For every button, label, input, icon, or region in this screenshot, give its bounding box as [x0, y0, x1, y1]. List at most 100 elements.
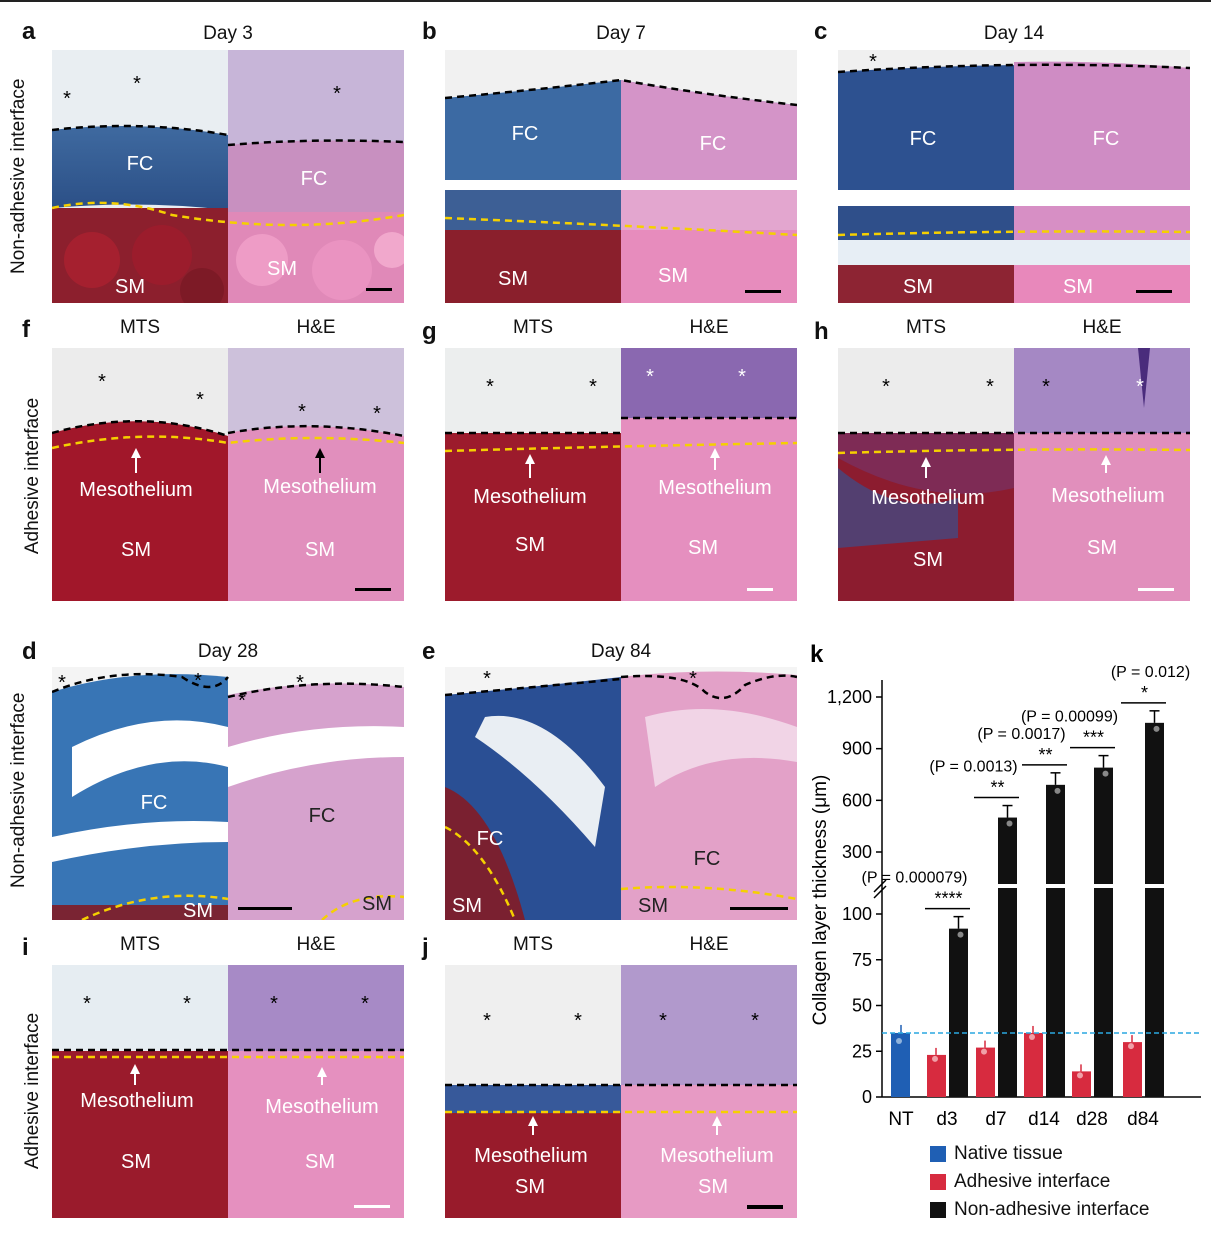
data-point — [932, 1055, 938, 1062]
row-label-adhesive-top: Adhesive interface — [22, 397, 43, 555]
label-sm-mts: SM — [121, 1151, 151, 1173]
axis-break-mark — [873, 885, 887, 899]
y-tick-label: 50 — [852, 996, 872, 1016]
stain-label-i-mts: MTS — [119, 934, 161, 955]
label-sm-mts: SM — [121, 539, 151, 561]
stain-label-j-mts: MTS — [512, 934, 554, 955]
svg-text:*: * — [298, 401, 306, 423]
y-tick-label: 900 — [842, 739, 872, 759]
legend-swatch-non-adhesive — [930, 1202, 946, 1218]
svg-text:*: * — [486, 376, 494, 398]
svg-text:*: * — [361, 993, 369, 1015]
bar-adhesive-d14 — [1024, 1032, 1043, 1097]
data-point — [1077, 1072, 1083, 1079]
label-mesothelium-he: Mesothelium — [1051, 485, 1164, 507]
label-mesothelium-he: Mesothelium — [265, 1096, 378, 1118]
svg-text:*: * — [194, 670, 202, 692]
label-sm-mts: SM — [452, 895, 482, 917]
stain-label-h-mts: MTS — [905, 317, 947, 338]
significance-stars: **** — [934, 889, 962, 909]
data-point — [1128, 1043, 1134, 1050]
svg-text:*: * — [270, 993, 278, 1015]
bar-non-adhesive-d14 — [1046, 784, 1065, 1097]
label-sm-mts: SM — [515, 1176, 545, 1198]
histology-panel-d: * * * * FC FC SM SM — [52, 667, 404, 920]
label-mesothelium-mts: Mesothelium — [80, 1090, 193, 1112]
stain-label-h-he: H&E — [1082, 317, 1122, 338]
chart-legend: Native tissue Adhesive interface Non-adh… — [930, 1140, 1149, 1224]
svg-text:*: * — [296, 672, 304, 694]
histology-panel-g: * * * * Mesothelium Mesothelium SM SM — [445, 348, 797, 601]
x-tick-label-d84: d84 — [1127, 1109, 1159, 1130]
histology-panel-c: * FC FC SM SM — [838, 50, 1190, 303]
y-tick-label: 75 — [852, 950, 872, 970]
significance-stars: * — [1141, 683, 1148, 703]
bar-break-gap — [997, 884, 1018, 888]
data-point — [1006, 820, 1013, 827]
label-mesothelium-he: Mesothelium — [263, 476, 376, 498]
label-sm-he: SM — [267, 258, 297, 280]
data-point — [1054, 787, 1061, 794]
data-point — [896, 1037, 902, 1044]
histology-panel-i: * * * * Mesothelium Mesothelium SM SM — [52, 965, 404, 1218]
panel-title-c: Day 14 — [983, 23, 1045, 44]
x-tick-label-d3: d3 — [936, 1109, 957, 1130]
p-value-label: (P = 0.0017) — [977, 726, 1065, 743]
data-point — [1102, 770, 1109, 777]
svg-text:*: * — [83, 993, 91, 1015]
panel-letter-h: h — [814, 318, 829, 345]
label-fc-mts: FC — [477, 828, 504, 850]
x-tick-label-d7: d7 — [985, 1109, 1006, 1130]
significance-stars: *** — [1083, 728, 1104, 748]
legend-label-non-adhesive: Non-adhesive interface — [954, 1199, 1150, 1220]
svg-text:*: * — [646, 366, 654, 388]
row-label-adhesive-bottom: Adhesive interface — [22, 1012, 43, 1170]
svg-text:*: * — [333, 83, 341, 105]
p-value-label: (P = 0.00099) — [1021, 709, 1118, 726]
svg-text:*: * — [58, 672, 66, 694]
y-tick-label: 0 — [862, 1087, 872, 1107]
bar-adhesive-d3 — [927, 1054, 946, 1097]
panel-letter-b: b — [422, 18, 437, 45]
label-sm-he: SM — [658, 265, 688, 287]
label-sm-he: SM — [305, 1151, 335, 1173]
label-sm-he: SM — [698, 1176, 728, 1198]
stain-label-f-he: H&E — [296, 317, 336, 338]
axis-break-mark — [873, 879, 887, 893]
svg-text:*: * — [659, 1010, 667, 1032]
label-sm-he: SM — [638, 895, 668, 917]
label-sm-he: SM — [1087, 537, 1117, 559]
panel-letter-f: f — [22, 316, 30, 343]
svg-text:*: * — [1042, 376, 1050, 398]
svg-text:*: * — [869, 51, 877, 73]
label-sm-mts: SM — [183, 900, 213, 920]
p-value-label: (P = 0.000079) — [861, 870, 967, 887]
stain-label-f-mts: MTS — [119, 317, 161, 338]
legend-item-non-adhesive: Non-adhesive interface — [930, 1196, 1149, 1224]
svg-text:*: * — [133, 73, 141, 95]
svg-text:*: * — [483, 1010, 491, 1032]
label-mesothelium-mts: Mesothelium — [473, 486, 586, 508]
histology-panel-a: * * * FC FC SM SM — [52, 50, 404, 303]
label-mesothelium-mts: Mesothelium — [871, 487, 984, 509]
label-sm-mts: SM — [913, 549, 943, 571]
bar-adhesive-d28 — [1072, 1071, 1091, 1097]
y-tick-label: 1,200 — [827, 687, 872, 707]
label-fc-mts: FC — [141, 792, 168, 814]
label-fc-he: FC — [1093, 128, 1120, 150]
panel-letter-k: k — [810, 641, 824, 668]
panel-letter-e: e — [422, 638, 436, 665]
histology-panel-h: * * * * Mesothelium Mesothelium SM SM — [838, 348, 1190, 601]
svg-text:*: * — [196, 389, 204, 411]
label-sm-he: SM — [1063, 276, 1093, 298]
label-fc-mts: FC — [910, 128, 937, 150]
legend-swatch-native — [930, 1146, 946, 1162]
svg-text:*: * — [98, 371, 106, 393]
label-sm-mts: SM — [903, 276, 933, 298]
label-fc-he: FC — [301, 168, 328, 190]
bar-non-adhesive-d7 — [998, 817, 1017, 1097]
x-tick-label-d14: d14 — [1028, 1109, 1060, 1130]
label-mesothelium-he: Mesothelium — [660, 1145, 773, 1167]
label-mesothelium-mts: Mesothelium — [79, 479, 192, 501]
legend-item-adhesive: Adhesive interface — [930, 1168, 1149, 1196]
